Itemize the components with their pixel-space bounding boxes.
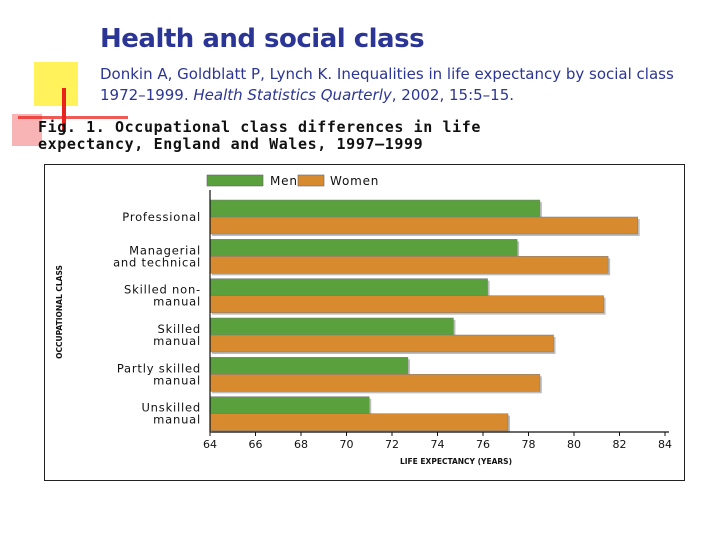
chart-frame — [44, 164, 685, 481]
category-label-6-line-1: Unskilled — [141, 401, 201, 415]
x-tick-label-70: 70 — [340, 438, 354, 451]
decor-pink-square — [12, 114, 42, 146]
category-label-5-line-2: manual — [153, 373, 201, 387]
x-tick-label-82: 82 — [613, 438, 627, 451]
citation-authors: Donkin A, Goldblatt P, Lynch K. Inequali… — [100, 65, 674, 104]
y-axis-title: OCCUPATIONAL CLASS — [55, 265, 64, 359]
legend-men-swatch — [206, 174, 264, 187]
category-label-6-line-2: manual — [153, 413, 201, 427]
decor-red-line-vertical — [62, 88, 66, 132]
x-tick-label-66: 66 — [249, 438, 263, 451]
figure-caption-line-1: Fig. 1. Occupational class differences i… — [38, 118, 482, 136]
citation-journal: Health Statistics Quarterly — [193, 86, 392, 104]
bar-women-1 — [209, 216, 638, 235]
legend-men-label: Men — [270, 174, 298, 188]
decor-red-line-horizontal — [18, 116, 128, 119]
category-label-2-line-1: Managerial — [129, 243, 201, 257]
category-label-4-line-1: Skilled — [157, 322, 201, 336]
bar-women-5 — [209, 374, 541, 392]
figure-caption-line-2: expectancy, England and Wales, 1997–1999 — [38, 135, 424, 153]
category-label-3-line-2: manual — [153, 295, 201, 309]
bar-men-6 — [209, 396, 370, 414]
bar-women-2 — [209, 256, 609, 274]
x-tick-label-68: 68 — [294, 438, 308, 451]
x-tick-label-84: 84 — [658, 438, 672, 451]
legend-women-swatch — [297, 174, 325, 187]
x-axis-title: LIFE EXPECTANCY (YEARS) — [400, 457, 512, 466]
figure-caption: Fig. 1. Occupational class differences i… — [38, 119, 638, 153]
x-tick-label-80: 80 — [567, 438, 581, 451]
x-tick-label-76: 76 — [476, 438, 490, 451]
category-label-4-line-2: manual — [153, 334, 201, 348]
citation-tail: , 2002, 15:5–15. — [391, 86, 515, 104]
bar-men-2 — [209, 239, 518, 257]
bar-men-3 — [209, 278, 488, 296]
category-label-5-line-1: Partly skilled — [117, 361, 201, 375]
bar-men-4 — [209, 317, 454, 336]
x-tick-label-64: 64 — [203, 438, 217, 451]
legend-women-label: Women — [330, 174, 379, 188]
bar-men-1 — [209, 199, 541, 218]
citation: Donkin A, Goldblatt P, Lynch K. Inequali… — [100, 64, 720, 106]
category-label-3-line-1: Skilled non- — [124, 283, 201, 297]
category-label-1-line-1: Professional — [122, 210, 201, 224]
x-tick-label-78: 78 — [522, 438, 536, 451]
bar-women-3 — [209, 295, 604, 313]
x-tick-label-74: 74 — [431, 438, 445, 451]
decor-yellow-square — [34, 62, 78, 106]
bar-women-4 — [209, 334, 554, 353]
x-tick-label-72: 72 — [385, 438, 399, 451]
category-label-2-line-2: and technical — [113, 255, 201, 269]
bar-men-5 — [209, 357, 409, 375]
slide-title: Health and social class — [100, 24, 425, 54]
bar-women-6 — [209, 413, 509, 431]
